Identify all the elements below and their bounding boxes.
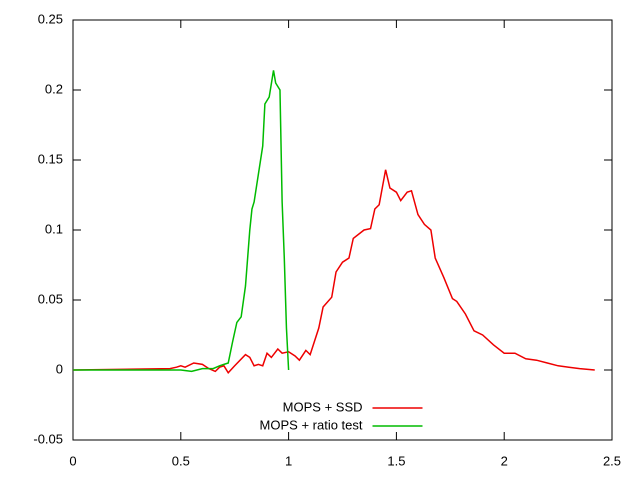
- x-tick-label: 2.5: [603, 453, 621, 468]
- y-tick-label: 0: [56, 361, 63, 376]
- legend-label: MOPS + ratio test: [260, 417, 363, 432]
- y-tick-label: 0.1: [45, 221, 63, 236]
- y-tick-label: 0.25: [38, 11, 63, 26]
- series-line: [73, 70, 290, 373]
- plot-border: [72, 19, 613, 441]
- y-tick-label: 0.05: [38, 291, 63, 306]
- series-line: [72, 169, 595, 375]
- x-tick-label: 0.5: [172, 453, 190, 468]
- x-tick-label: 2: [501, 453, 508, 468]
- x-tick-label: 1.5: [387, 453, 405, 468]
- x-tick-label: 0: [69, 453, 76, 468]
- y-tick-label: 0.15: [38, 151, 63, 166]
- x-tick-label: 1: [285, 453, 292, 468]
- y-tick-label: 0.2: [45, 81, 63, 96]
- legend-label: MOPS + SSD: [283, 399, 363, 414]
- y-tick-label: -0.05: [33, 431, 63, 446]
